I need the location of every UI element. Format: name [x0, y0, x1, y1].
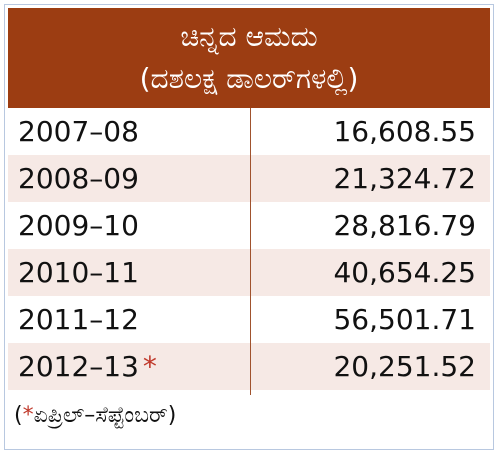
- title: ಚಿನ್ನದ ಆಮದು: [180, 20, 318, 53]
- amount: 16,608.55: [333, 115, 476, 148]
- table-row: 2007–08 16,608.55: [8, 108, 490, 155]
- table-row: 2011–12 56,501.71: [8, 296, 490, 343]
- year: 2007–08: [18, 115, 139, 148]
- year: 2008–09: [18, 162, 139, 195]
- amount: 40,654.25: [333, 256, 476, 289]
- footnote: (*ಏಪ್ರಿಲ್–ಸೆಪ್ಟೆಂಬರ್): [14, 396, 176, 436]
- footnote-open: (: [14, 403, 23, 428]
- year: 2011–12: [18, 303, 139, 336]
- table-row: 2009–10 28,816.79: [8, 202, 490, 249]
- table-row: 2008–09 21,324.72: [8, 155, 490, 202]
- year: 2009–10: [18, 209, 139, 242]
- subtitle: (ದಶಲಕ್ಷ ಡಾಲರ್‌ಗಳಲ್ಲಿ): [139, 62, 359, 95]
- table-row: 2012–13 * 20,251.52: [8, 343, 490, 390]
- marker: *: [142, 350, 157, 383]
- footnote-text: ಏಪ್ರಿಲ್–ಸೆಪ್ಟೆಂಬರ್): [33, 403, 177, 428]
- year: 2010–11: [18, 256, 139, 289]
- amount: 56,501.71: [333, 303, 476, 336]
- header: ಚಿನ್ನದ ಆಮದು (ದಶಲಕ್ಷ ಡಾಲರ್‌ಗಳಲ್ಲಿ): [8, 8, 490, 108]
- table: 2007–08 16,608.55 2008–09 21,324.72 2009–10 2…: [8, 108, 490, 390]
- amount: 28,816.79: [333, 209, 476, 242]
- year: 2012–13 *: [18, 350, 157, 383]
- amount: 20,251.52: [333, 350, 476, 383]
- column-divider: [250, 108, 251, 395]
- frame: [4, 4, 494, 450]
- table-row: 2010–11 40,654.25: [8, 249, 490, 296]
- amount: 21,324.72: [333, 162, 476, 195]
- footnote-marker: *: [22, 403, 34, 428]
